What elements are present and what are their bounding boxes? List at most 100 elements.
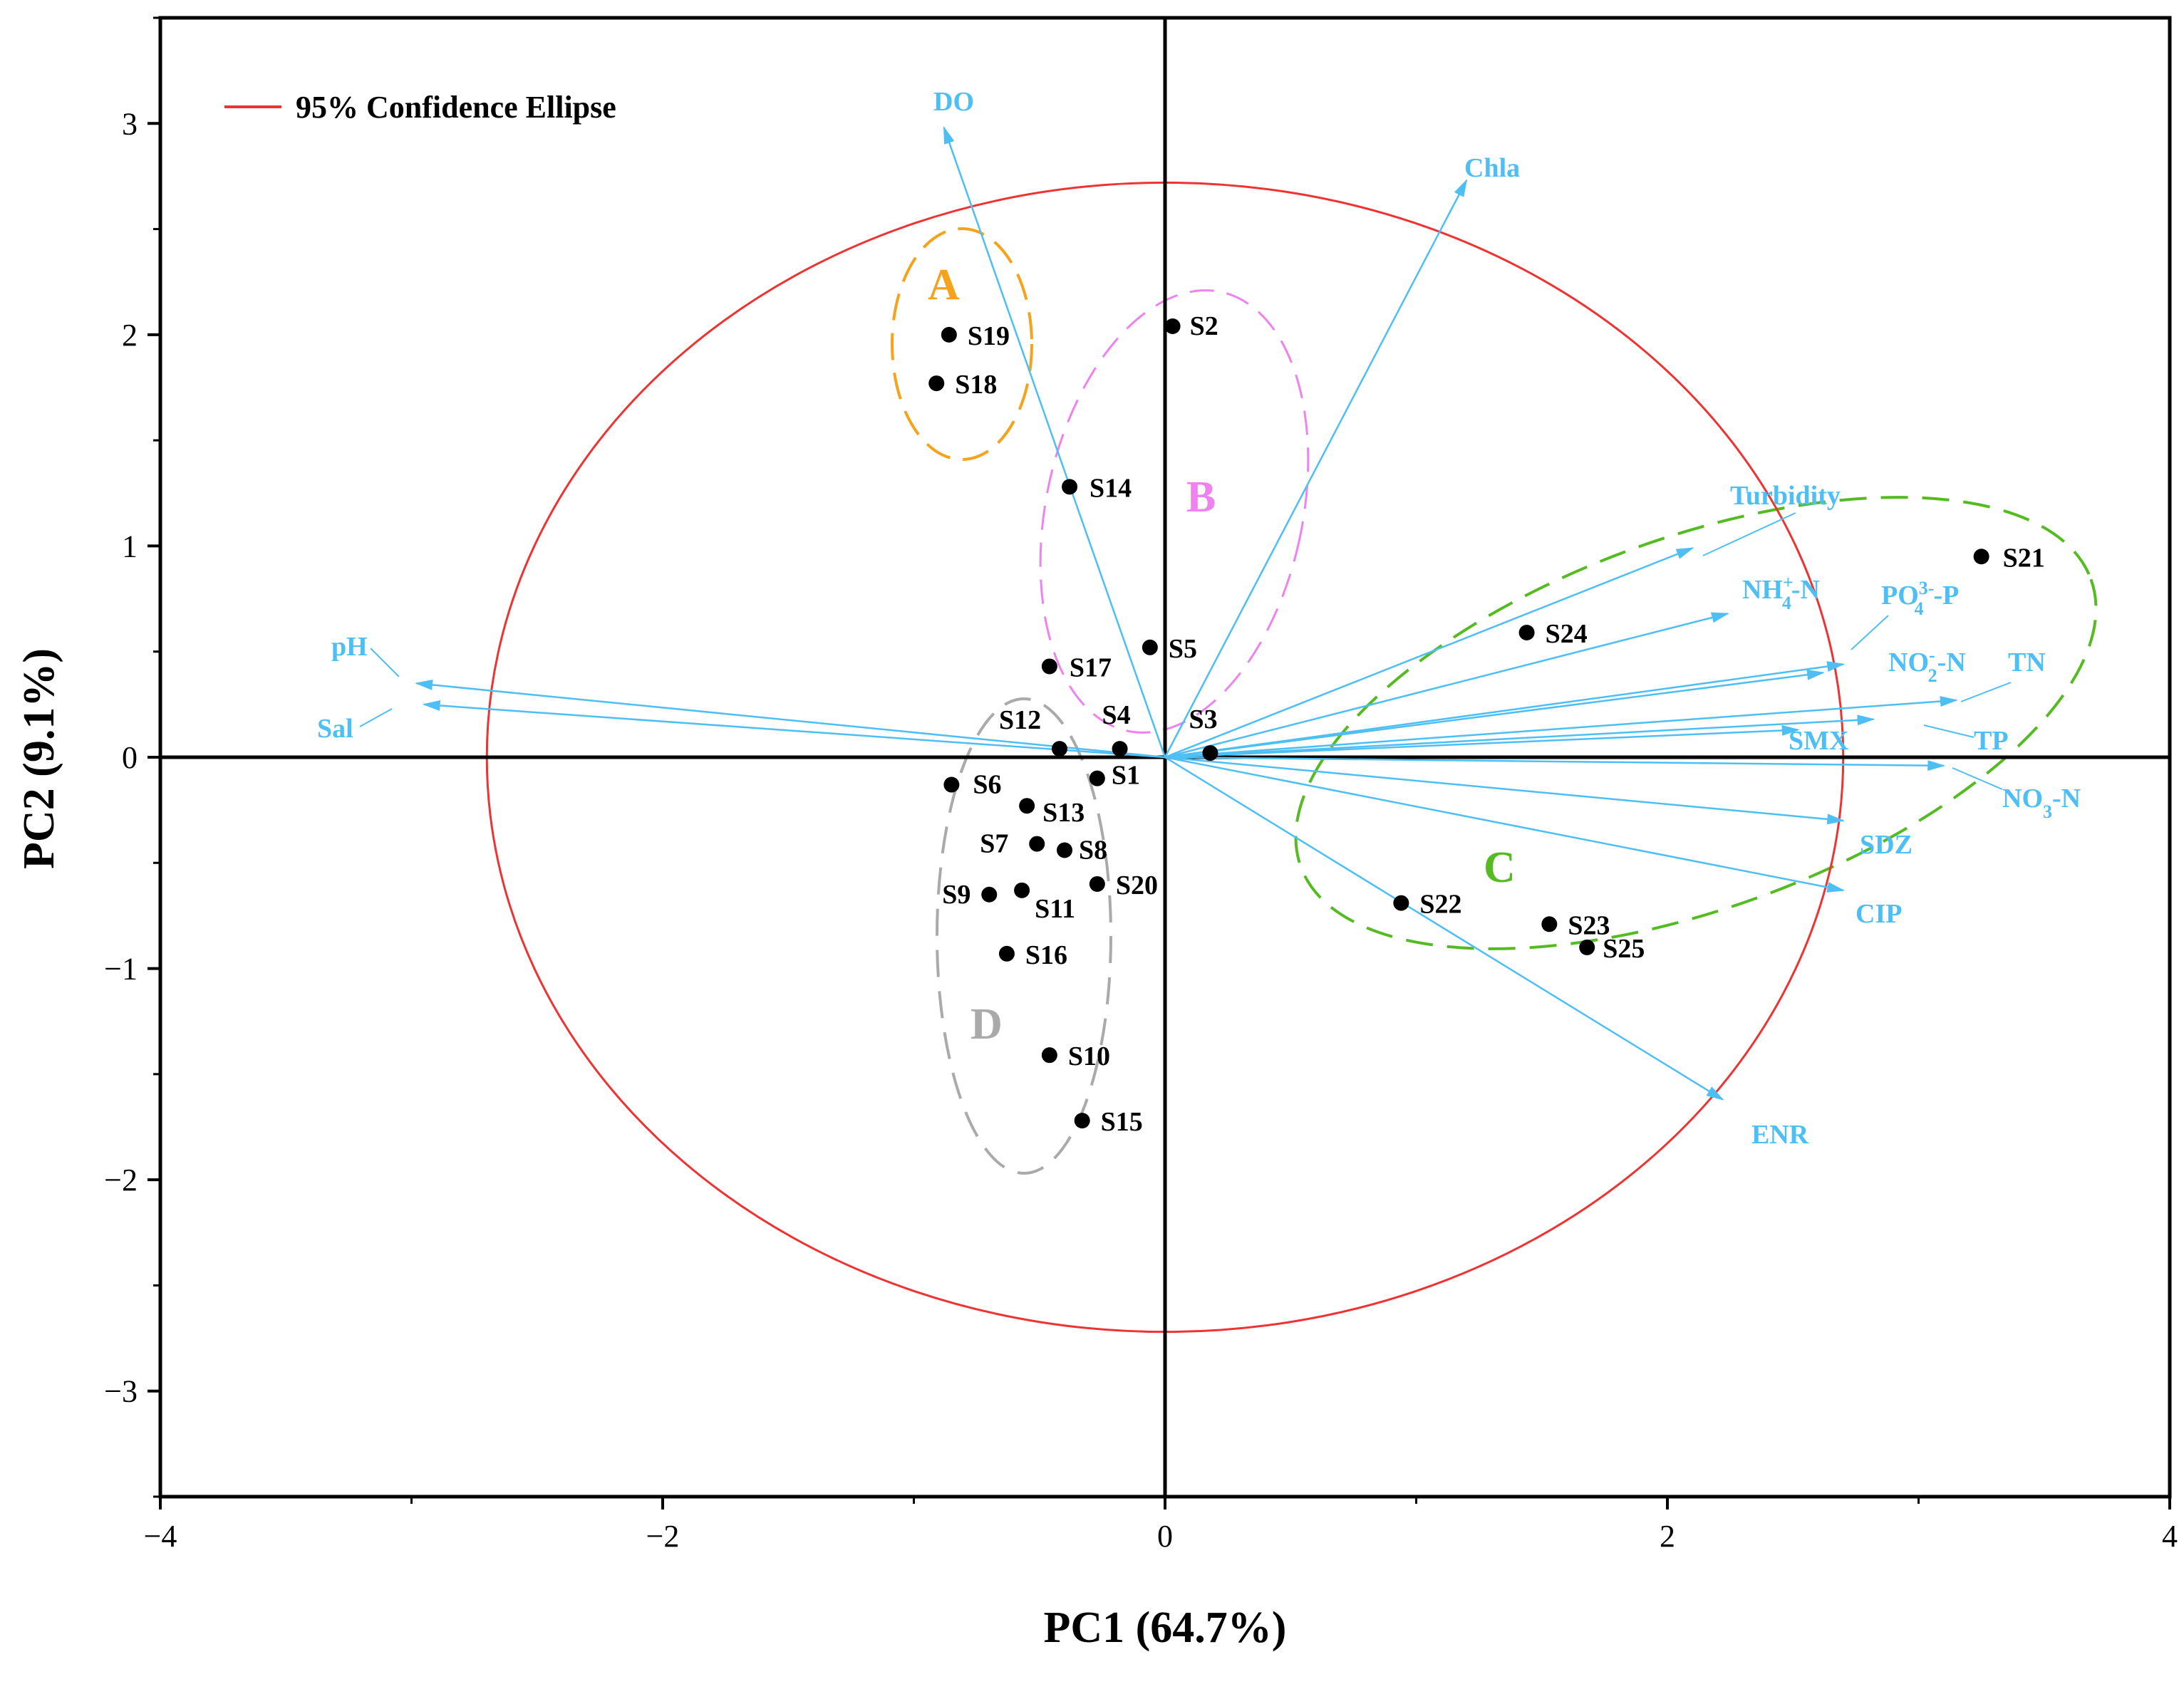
sample-point-s16 <box>998 945 1015 962</box>
loading-vector-no2-n <box>1164 669 1826 759</box>
sample-point-s2 <box>1164 318 1181 334</box>
leader-ph <box>370 648 400 677</box>
var-label-sal: Sal <box>317 714 353 744</box>
loading-vector-do <box>943 125 1166 758</box>
var-label-sdz: SDZ <box>1860 830 1913 860</box>
sample-point-s1 <box>1089 770 1105 786</box>
sample-label-s10: S10 <box>1068 1041 1110 1071</box>
loading-vector-sdz <box>1164 756 1846 825</box>
var-label-ph: pH <box>331 632 368 662</box>
sample-point-s5 <box>1142 639 1158 655</box>
loading-vector-chla <box>1164 179 1468 758</box>
loading-vector-tn <box>1164 696 1958 759</box>
sample-points: S1 S2 S3 S4 S5 S6 S7 S8 S9 S10 S11 S12 S13 S14 S15 S16 S… <box>928 311 2045 1137</box>
sample-label-s2: S2 <box>1190 311 1218 341</box>
loading-vector-tp <box>1164 724 1800 759</box>
group-labels: A B C D <box>928 261 1516 1049</box>
y-tick-label: −1 <box>104 952 138 987</box>
variable-labels: DO Chla Turbidity NH+ 4-N PO3-4 -P NO-2-N … <box>317 87 2081 1150</box>
y-tick-label: 3 <box>122 106 138 141</box>
loading-vector-no3-n <box>1164 756 1946 771</box>
group-b-ellipse <box>1039 289 1310 734</box>
loading-vector-nh4-n <box>1164 612 1730 759</box>
sample-label-s22: S22 <box>1419 890 1461 920</box>
group-ellipses <box>891 227 2098 1175</box>
sample-label-s9: S9 <box>942 880 971 910</box>
sample-label-s3: S3 <box>1189 705 1217 734</box>
group-a-ellipse <box>891 227 1033 461</box>
sample-label-s21: S21 <box>2003 543 2045 573</box>
sample-label-s7: S7 <box>980 829 1008 859</box>
sample-point-s6 <box>943 776 960 793</box>
sample-point-s11 <box>1014 882 1030 898</box>
sample-point-s12 <box>1051 741 1067 757</box>
var-label-do: DO <box>933 87 974 117</box>
sample-point-s3 <box>1202 745 1218 762</box>
sample-label-s4: S4 <box>1102 700 1131 730</box>
sample-label-s15: S15 <box>1101 1107 1143 1137</box>
var-label-smx: SMX <box>1789 726 1848 756</box>
sample-point-s19 <box>941 326 957 343</box>
y-tick-label: −3 <box>104 1374 138 1409</box>
sample-point-s15 <box>1074 1113 1090 1129</box>
y-tick-label: −2 <box>104 1163 138 1197</box>
legend-label: 95% Confidence Ellipse <box>296 90 616 125</box>
sample-label-s19: S19 <box>968 321 1010 351</box>
loading-vector-turbidity <box>1164 547 1694 759</box>
group-c-ellipse <box>1294 496 2098 950</box>
sample-label-s5: S5 <box>1169 634 1197 664</box>
sample-point-s7 <box>1029 836 1045 852</box>
sample-label-s20: S20 <box>1116 871 1158 900</box>
label-leader-lines <box>359 512 2012 790</box>
sample-point-s21 <box>1973 549 1989 565</box>
x-tick-label: 4 <box>2162 1519 2178 1554</box>
loading-vector-smx <box>1164 714 1875 759</box>
var-label-tp: TP <box>1974 726 2009 756</box>
sample-point-s8 <box>1057 842 1072 858</box>
sample-label-s14: S14 <box>1090 473 1132 503</box>
loading-vector-po4-3-p <box>1164 661 1846 759</box>
sample-label-s24: S24 <box>1546 619 1588 649</box>
x-axis-title: PC1 (64.7%) <box>1044 1604 1287 1652</box>
y-axis-title: PC2 (9.1%) <box>15 648 63 869</box>
leader-tn <box>1960 682 2012 702</box>
group-label-a: A <box>928 261 960 309</box>
y-tick-label: 0 <box>122 740 138 775</box>
legend: 95% Confidence Ellipse <box>224 90 616 125</box>
leader-turbidity <box>1702 512 1796 556</box>
x-tick-label: −4 <box>144 1519 177 1554</box>
group-label-c: C <box>1484 843 1516 892</box>
sample-point-s9 <box>981 886 998 903</box>
loading-vectors <box>415 125 1958 1101</box>
axis-ticks: −4 −2 0 2 4 −3 −2 −1 0 1 2 3 <box>104 16 2178 1554</box>
loading-vector-enr <box>1164 756 1724 1101</box>
y-tick-label: 2 <box>122 318 138 353</box>
sample-point-s17 <box>1041 658 1057 675</box>
sample-point-s13 <box>1019 798 1035 814</box>
leader-sal <box>359 708 393 727</box>
leader-tp <box>1923 724 1975 738</box>
sample-point-s22 <box>1393 895 1409 911</box>
sample-point-s23 <box>1541 916 1558 932</box>
group-label-d: D <box>971 1000 1003 1049</box>
sample-label-s17: S17 <box>1070 653 1112 682</box>
sample-label-s16: S16 <box>1025 940 1067 970</box>
sample-point-s4 <box>1112 741 1128 757</box>
sample-label-s25: S25 <box>1603 934 1645 964</box>
var-label-enr: ENR <box>1751 1120 1809 1150</box>
sample-label-s8: S8 <box>1079 835 1107 865</box>
sample-label-s18: S18 <box>955 370 997 400</box>
group-label-b: B <box>1186 473 1216 521</box>
sample-label-s1: S1 <box>1112 761 1140 791</box>
group-d-ellipse <box>936 697 1112 1175</box>
loading-vector-cip <box>1164 756 1846 893</box>
var-label-chla: Chla <box>1464 153 1520 183</box>
loading-vector-sal <box>422 700 1166 759</box>
leader-no3-n <box>1952 767 2003 790</box>
sample-label-s12: S12 <box>999 705 1041 735</box>
var-label-turbidity: Turbidity <box>1730 481 1841 511</box>
sample-point-s10 <box>1041 1047 1057 1064</box>
leader-po4-p <box>1851 615 1889 650</box>
